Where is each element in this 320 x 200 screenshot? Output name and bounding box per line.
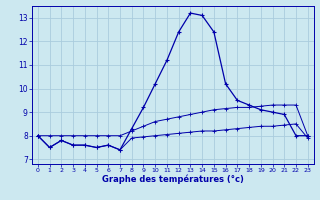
X-axis label: Graphe des températures (°c): Graphe des températures (°c)	[102, 175, 244, 184]
